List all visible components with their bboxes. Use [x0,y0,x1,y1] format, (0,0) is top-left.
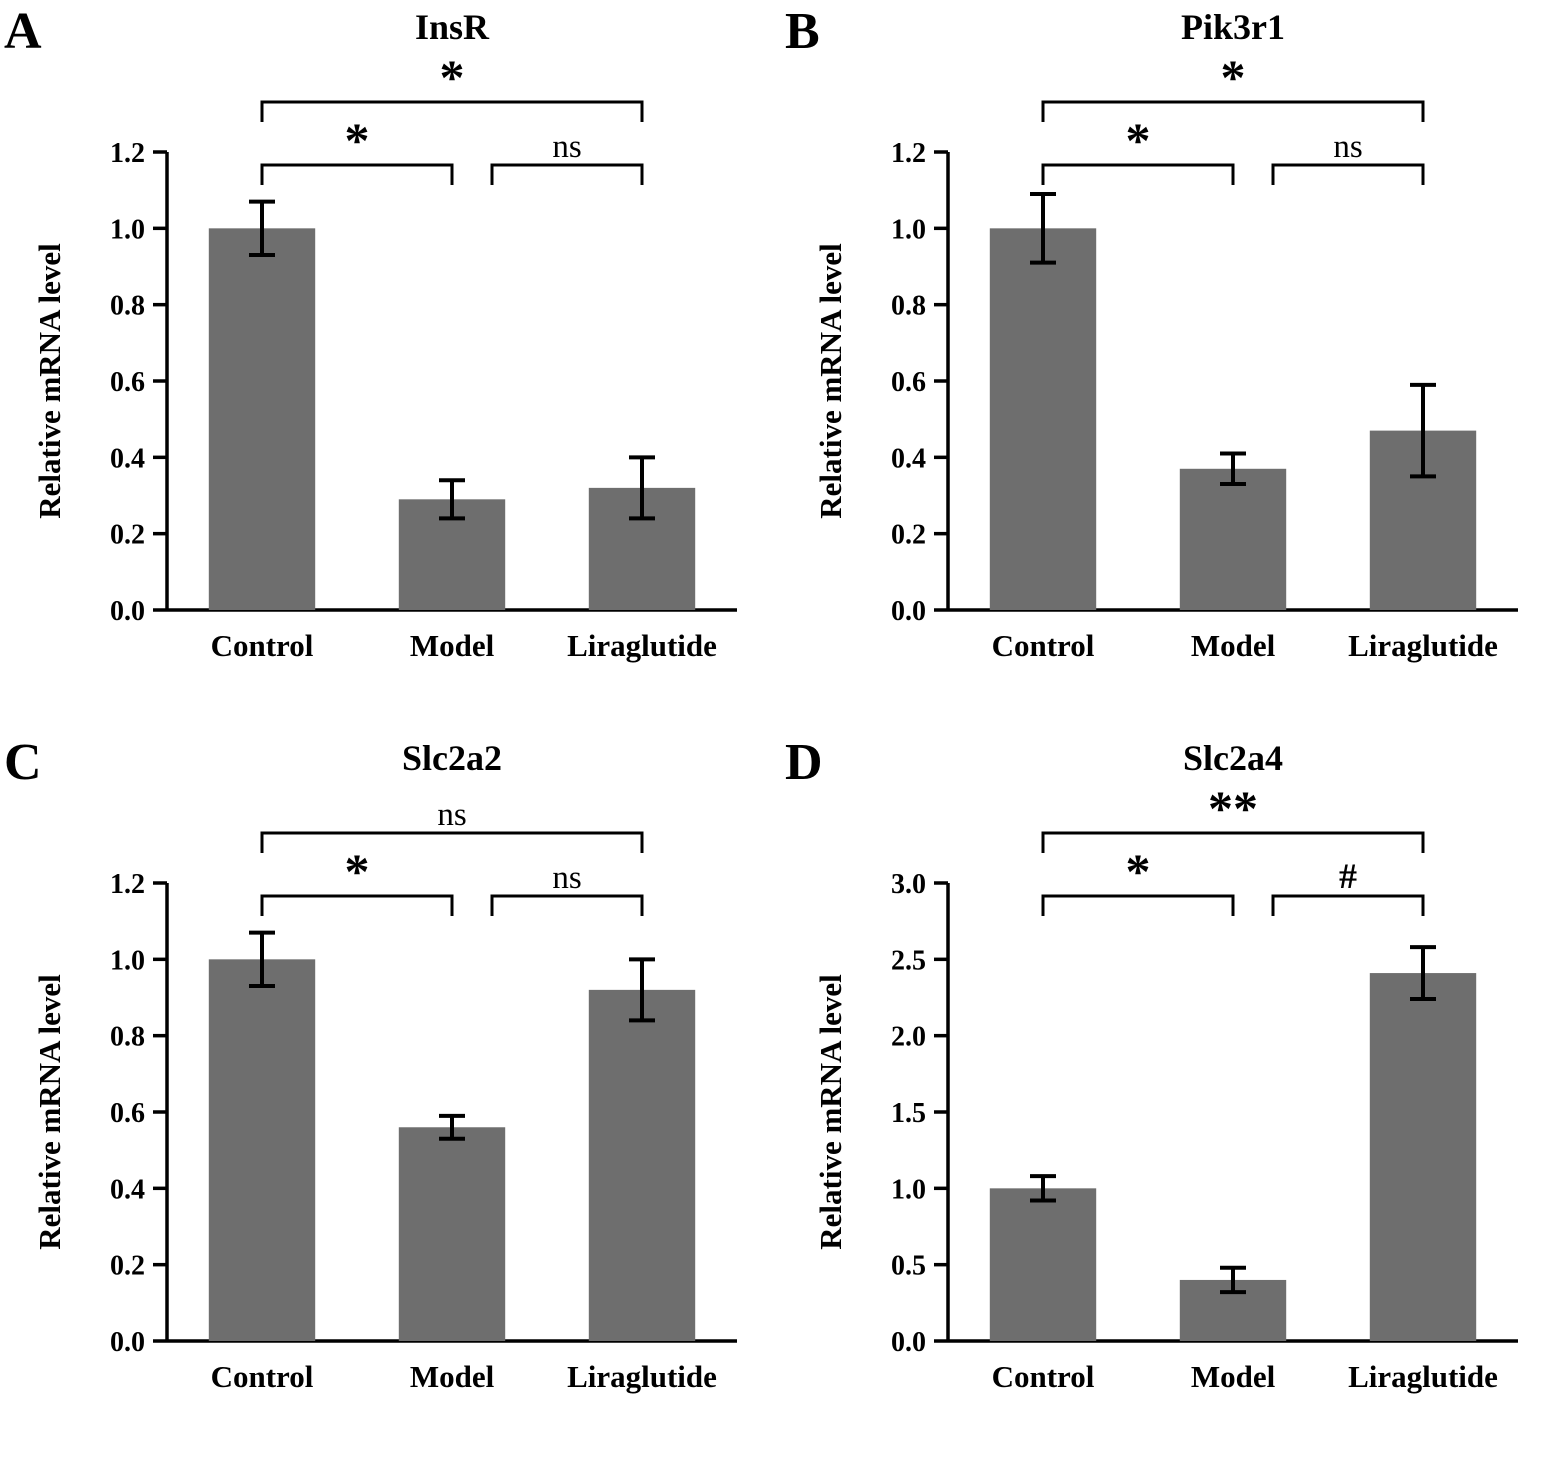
panel-c: C Slc2a2 0.0 0.2 0.4 0.6 0.8 1.0 1.2 Control Mod… [2,733,777,1458]
category-label-liraglutide: Liraglutide [1348,628,1498,663]
bar-liraglutide [1369,973,1477,1341]
significance-bracket [1041,100,1425,122]
category-label-liraglutide: Liraglutide [567,1359,717,1394]
panel-letter-d: D [785,734,823,791]
y-tick-label: 0.8 [891,291,926,322]
y-tick-label: 0.4 [891,443,926,474]
y-tick-label: 0.0 [110,1327,145,1358]
category-label-control: Control [992,1359,1095,1394]
chart-title-insr: InsR [414,7,490,47]
significance-label: * [345,843,370,899]
panel-a: A InsR 0.0 0.2 0.4 0.6 0.8 1.0 1.2 Control Model… [2,2,777,727]
y-tick-label: 1.0 [110,945,145,976]
y-tick-label: 0.2 [891,520,926,551]
category-label-model: Model [410,1359,495,1394]
y-tick-label: 1.0 [110,214,145,245]
panel-d: D Slc2a4 0.0 0.5 1.0 1.5 2.0 2.5 3.0 Control Mod… [783,733,1558,1458]
significance-bracket [1271,163,1425,185]
bar-control [989,228,1097,611]
category-label-control: Control [992,628,1095,663]
y-tick-label: 0.6 [110,1098,145,1129]
bar-liraglutide [588,989,696,1341]
y-axis-label: Relative mRNA level [32,243,67,519]
bar-control [989,1188,1097,1341]
category-label-model: Model [1191,628,1276,663]
significance-label: * [1126,843,1151,899]
category-label-liraglutide: Liraglutide [1348,1359,1498,1394]
y-axis-label: Relative mRNA level [813,974,848,1250]
y-tick-label: 0.6 [891,367,926,398]
y-tick-label: 1.2 [110,869,145,900]
significance-label: * [1126,112,1151,168]
y-tick-label: 2.5 [891,945,926,976]
significance-bracket [260,894,454,916]
y-tick-label: 0.6 [110,367,145,398]
significance-bracket [1041,831,1425,853]
panel-letter-a: A [4,3,42,60]
significance-label: ns [552,129,581,165]
y-tick-label: 0.0 [891,1327,926,1358]
y-tick-label: 0.8 [110,1022,145,1053]
bar-chart-insr: 0.0 0.2 0.4 0.6 0.8 1.0 1.2 Control Model Liraglu… [32,49,737,663]
significance-bracket [1041,894,1235,916]
significance-bracket [490,163,644,185]
bar-model [398,1127,506,1341]
significance-label: # [1339,856,1357,896]
y-tick-label: 0.0 [110,596,145,627]
panel-letter-b: B [785,3,820,60]
y-tick-label: 2.0 [891,1022,926,1053]
category-label-control: Control [211,628,314,663]
panel-letter-c: C [4,734,42,791]
y-tick-label: 0.4 [110,1174,145,1205]
y-tick-label: 1.5 [891,1098,926,1129]
chart-title-slc2a2: Slc2a2 [401,738,502,778]
panel-b: B Pik3r1 0.0 0.2 0.4 0.6 0.8 1.0 1.2 Control Mod… [783,2,1558,727]
significance-bracket [260,100,644,122]
significance-bracket [1041,163,1235,185]
y-tick-label: 1.2 [891,138,926,169]
y-tick-label: 0.8 [110,291,145,322]
y-tick-label: 1.0 [891,214,926,245]
chart-title-pik3r1: Pik3r1 [1181,7,1285,47]
y-tick-label: 1.0 [891,1174,926,1205]
category-label-model: Model [410,628,495,663]
category-label-control: Control [211,1359,314,1394]
y-tick-label: 0.2 [110,520,145,551]
bar-control [208,959,316,1341]
significance-bracket [490,894,644,916]
category-label-model: Model [1191,1359,1276,1394]
y-axis-label: Relative mRNA level [813,243,848,519]
y-tick-label: 1.2 [110,138,145,169]
significance-bracket [260,163,454,185]
bar-chart-pik3r1: 0.0 0.2 0.4 0.6 0.8 1.0 1.2 Control Model Liraglu… [813,49,1518,663]
y-tick-label: 0.5 [891,1251,926,1282]
significance-label: * [1221,49,1246,105]
y-tick-label: 0.2 [110,1251,145,1282]
significance-label: * [345,112,370,168]
y-tick-label: 0.0 [891,596,926,627]
significance-bracket [1271,894,1425,916]
bar-chart-slc2a4: 0.0 0.5 1.0 1.5 2.0 2.5 3.0 Control Model Liraglu… [813,780,1518,1394]
significance-label: ns [1333,129,1362,165]
bar-chart-slc2a2: 0.0 0.2 0.4 0.6 0.8 1.0 1.2 Control Model Liraglu… [32,797,737,1394]
y-axis-label: Relative mRNA level [32,974,67,1250]
significance-label: ns [552,860,581,896]
y-tick-label: 0.4 [110,443,145,474]
bar-control [208,228,316,611]
category-label-liraglutide: Liraglutide [567,628,717,663]
y-tick-label: 3.0 [891,869,926,900]
significance-label: * [440,49,465,105]
chart-title-slc2a4: Slc2a4 [1182,738,1283,778]
significance-label: ** [1208,780,1258,836]
significance-bracket [260,831,644,853]
significance-label: ns [437,797,466,833]
bar-model [1179,468,1287,610]
